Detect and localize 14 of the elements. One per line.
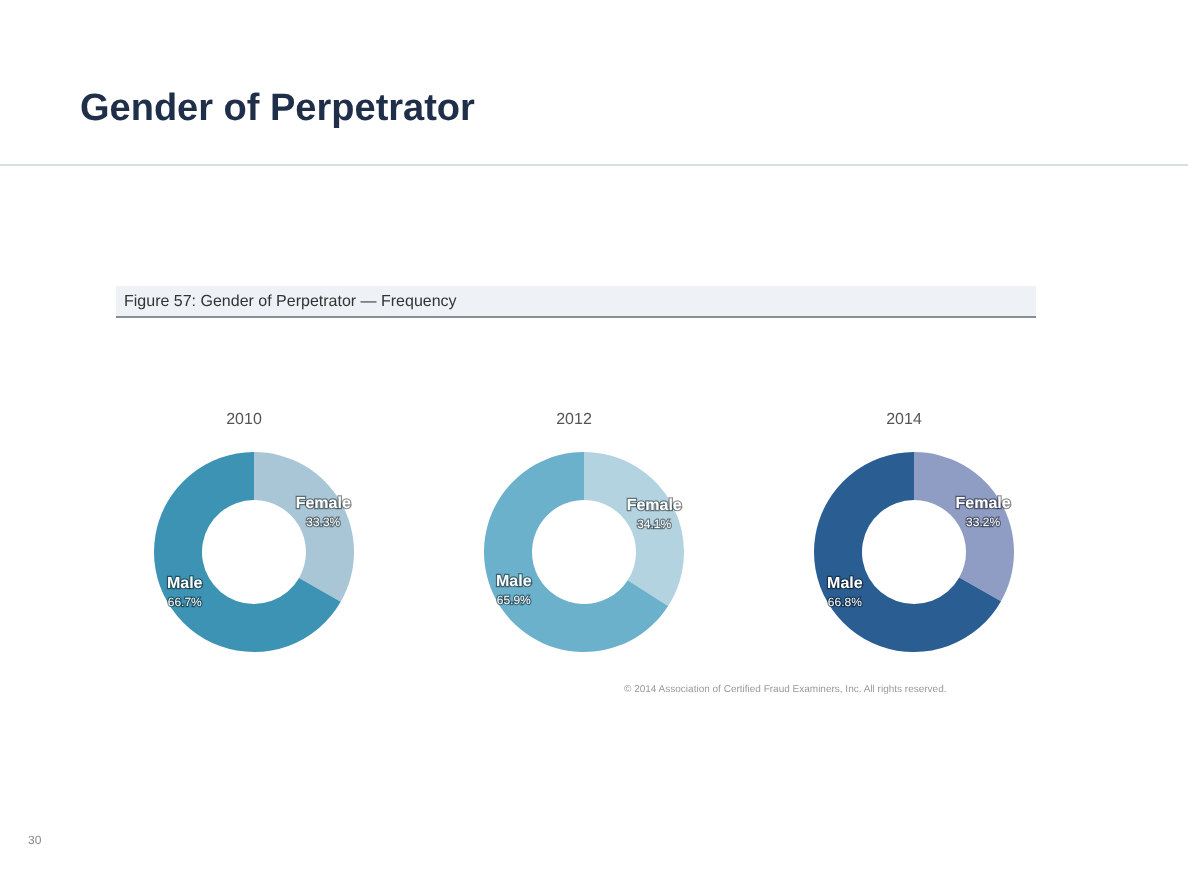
slice-label: Male — [166, 574, 204, 593]
data-label: 65.9% — [496, 594, 533, 609]
slice-label: Male — [495, 572, 533, 591]
data-label: 66.7% — [167, 596, 204, 611]
chart-title: 2012 — [554, 410, 594, 432]
chart-title: 2014 — [884, 410, 924, 432]
data-label: 66.8% — [827, 596, 864, 611]
caption: Figure 57: Gender of Perpetrator — Frequency — [116, 286, 1036, 318]
data-label: 33.3% — [306, 515, 342, 530]
text: Gender of Perpetrator — [80, 88, 475, 132]
data-label: 34.1% — [637, 517, 673, 532]
slice-label: Male — [827, 574, 864, 593]
data-label: 33.2% — [966, 515, 1002, 530]
chart-title: 2010 — [224, 410, 264, 432]
